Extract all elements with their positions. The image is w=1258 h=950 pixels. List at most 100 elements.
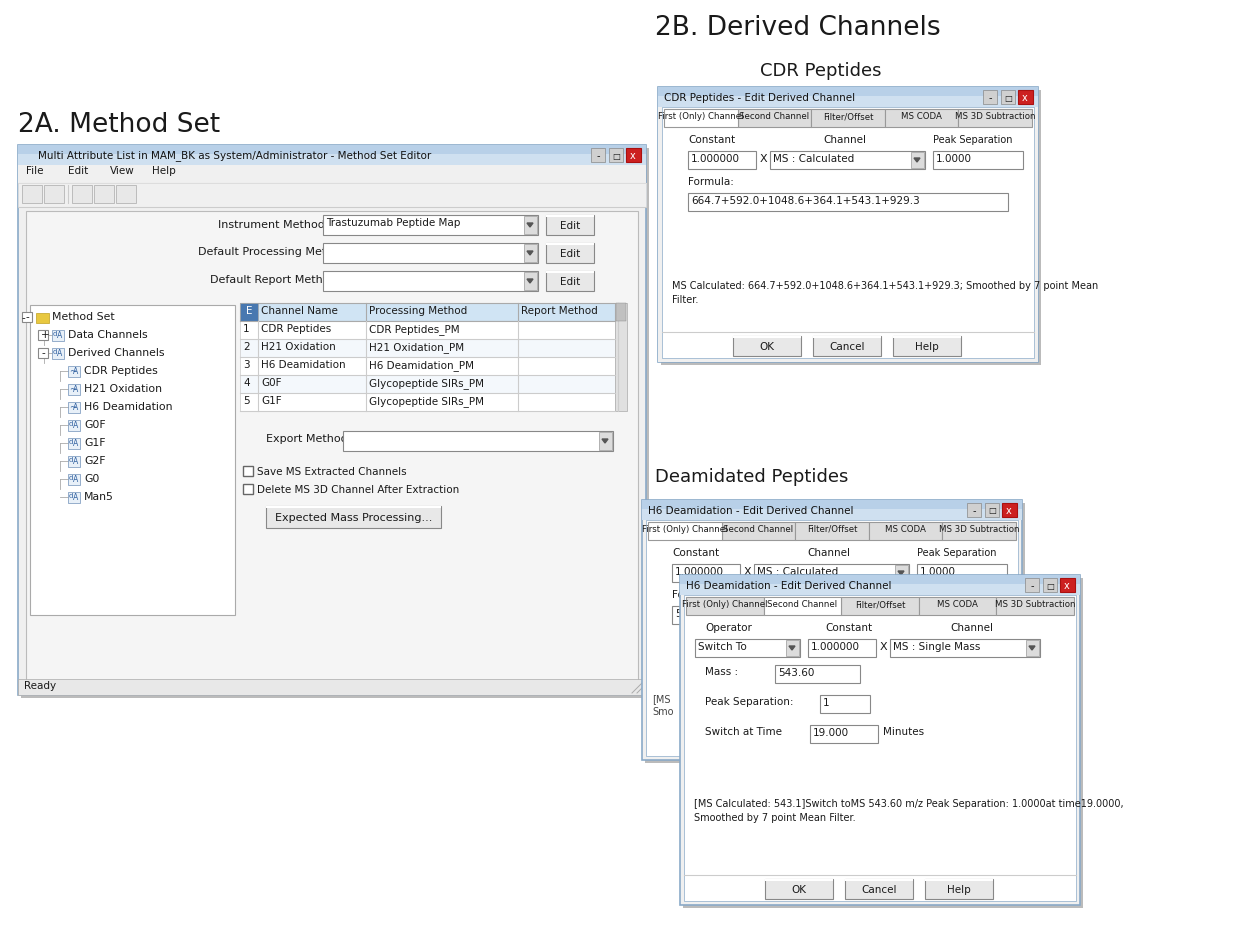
Text: d: d — [69, 421, 73, 427]
Text: Report Method: Report Method — [521, 306, 598, 316]
Bar — [786, 640, 799, 656]
Bar — [1027, 640, 1039, 656]
Polygon shape — [789, 646, 795, 650]
Bar — [30, 305, 235, 615]
Text: Second Channel: Second Channel — [767, 600, 838, 609]
Bar — [795, 522, 869, 540]
Polygon shape — [1029, 646, 1035, 650]
Bar — [609, 148, 623, 162]
Polygon shape — [603, 439, 608, 443]
Bar — [72, 185, 92, 203]
Text: □: □ — [613, 151, 620, 161]
Text: 3: 3 — [243, 360, 249, 370]
Bar — [642, 500, 1021, 520]
Text: Trastuzumab Peptide Map: Trastuzumab Peptide Map — [326, 218, 460, 228]
Bar — [599, 432, 611, 450]
Text: Save MS Extracted Channels: Save MS Extracted Channels — [257, 467, 406, 477]
Bar — [647, 520, 1018, 756]
Text: Constant: Constant — [825, 623, 872, 633]
Text: File: File — [26, 166, 44, 176]
Bar — [918, 597, 996, 615]
Bar — [525, 244, 537, 262]
Text: First (Only) Channel: First (Only) Channel — [642, 525, 727, 534]
Text: Export Method: Export Method — [265, 434, 347, 444]
Bar — [967, 503, 981, 517]
Text: CDR Peptides: CDR Peptides — [760, 62, 882, 80]
Text: Constant: Constant — [672, 548, 720, 558]
Bar — [894, 565, 908, 581]
Text: Cancel: Cancel — [862, 885, 897, 895]
Text: First (Only) Channel: First (Only) Channel — [682, 600, 767, 609]
Text: -: - — [25, 312, 29, 322]
Bar — [265, 506, 442, 528]
Text: OK: OK — [760, 342, 775, 352]
Bar — [645, 503, 1025, 763]
Text: d: d — [53, 349, 58, 355]
Text: -: - — [1030, 581, 1034, 591]
Bar — [26, 211, 638, 681]
Bar — [911, 152, 923, 168]
Bar — [116, 185, 136, 203]
Bar — [684, 595, 1076, 901]
Text: Glycopeptide SIRs_PM: Glycopeptide SIRs_PM — [369, 396, 484, 407]
Bar — [733, 336, 801, 356]
Text: G0: G0 — [84, 474, 99, 484]
Text: Constant: Constant — [688, 135, 735, 145]
Bar — [672, 564, 740, 582]
Bar — [18, 183, 647, 207]
Text: Processing Method: Processing Method — [369, 306, 467, 316]
Text: CDR Peptides: CDR Peptides — [260, 324, 331, 334]
Bar — [323, 215, 538, 235]
Bar — [591, 148, 605, 162]
Text: A: A — [73, 403, 78, 412]
Text: MS CODA: MS CODA — [901, 112, 942, 121]
Bar — [21, 185, 42, 203]
Bar — [648, 522, 722, 540]
Bar — [660, 90, 1042, 365]
Text: Second Channel: Second Channel — [740, 112, 809, 121]
Polygon shape — [527, 251, 533, 255]
Text: Peak Separation: Peak Separation — [917, 548, 996, 558]
Bar — [845, 879, 913, 881]
Text: Glycopeptide SIRs_PM: Glycopeptide SIRs_PM — [369, 378, 484, 389]
Bar — [265, 506, 442, 508]
Text: □: □ — [988, 506, 996, 516]
Bar — [240, 303, 258, 321]
Bar — [243, 466, 253, 476]
Text: 1.0000: 1.0000 — [936, 154, 972, 164]
Bar — [813, 336, 881, 356]
Bar — [686, 597, 764, 615]
Bar — [664, 109, 737, 127]
Text: H21 Oxidation: H21 Oxidation — [84, 384, 162, 394]
Bar — [642, 500, 1021, 509]
Bar — [658, 87, 1038, 96]
Text: Channel Name: Channel Name — [260, 306, 338, 316]
Polygon shape — [527, 279, 533, 283]
Text: H6 Deamidation: H6 Deamidation — [260, 360, 346, 370]
Text: 1: 1 — [823, 698, 829, 708]
Bar — [681, 575, 1081, 905]
Text: ~: ~ — [69, 367, 75, 376]
Bar — [722, 522, 795, 540]
Bar — [38, 348, 48, 358]
Bar — [616, 303, 626, 321]
Bar — [917, 564, 1006, 582]
Text: d: d — [69, 475, 73, 481]
Text: Filter/Offset: Filter/Offset — [806, 525, 857, 534]
Bar — [240, 375, 615, 393]
Text: CDR Peptides: CDR Peptides — [84, 366, 157, 376]
Text: G0F: G0F — [84, 420, 106, 430]
Text: 5: 5 — [243, 396, 249, 406]
Text: Channel: Channel — [806, 548, 850, 558]
Bar — [1025, 578, 1039, 592]
Text: G0F: G0F — [260, 378, 282, 388]
Bar — [52, 348, 64, 359]
Bar — [688, 151, 756, 169]
Text: Default Report Method: Default Report Method — [210, 275, 337, 285]
Text: -: - — [972, 506, 976, 516]
Polygon shape — [898, 571, 905, 575]
Bar — [546, 271, 594, 291]
Bar — [658, 87, 1038, 107]
Text: CDR Peptides_PM: CDR Peptides_PM — [369, 324, 459, 335]
Text: Expected Mass Processing...: Expected Mass Processing... — [274, 513, 433, 523]
